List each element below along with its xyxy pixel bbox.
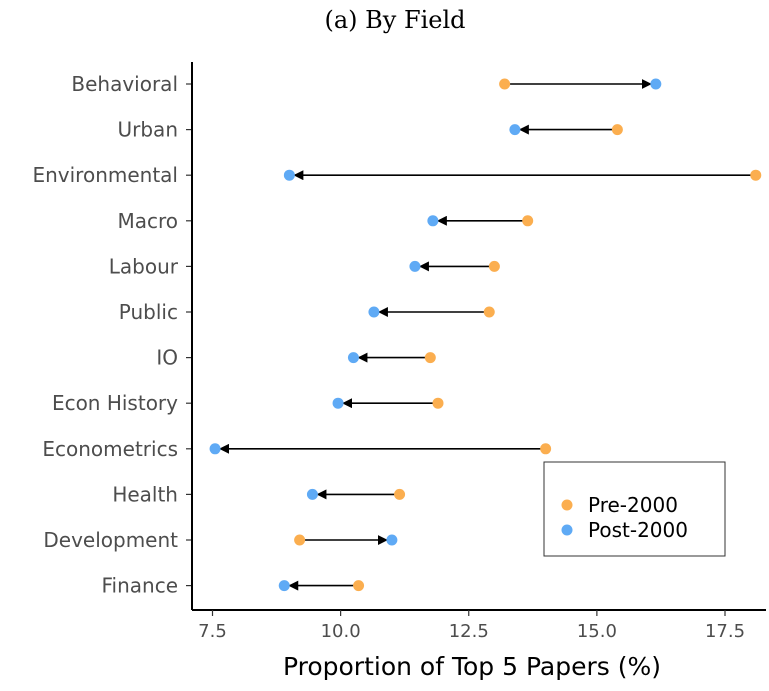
legend-label-pre-2000: Pre-2000: [588, 493, 678, 517]
y-tick-label: Econ History: [52, 391, 178, 415]
point-post-2000-environmental: [283, 169, 295, 181]
point-pre-2000-io: [424, 352, 436, 364]
point-pre-2000-development: [294, 534, 306, 546]
y-tick-label: Health: [112, 482, 178, 506]
legend-box: [543, 461, 726, 557]
point-post-2000-urban: [509, 124, 521, 136]
y-tick-label: Macro: [117, 209, 178, 233]
y-tick-label: Behavioral: [71, 72, 178, 96]
point-post-2000-public: [368, 306, 380, 318]
point-pre-2000-health: [394, 488, 406, 500]
x-tick-label: 17.5: [705, 621, 745, 642]
chart-title: (a) By Field: [324, 6, 465, 34]
point-pre-2000-macro: [522, 215, 534, 227]
point-pre-2000-finance: [353, 580, 365, 592]
x-axis-label: Proportion of Top 5 Papers (%): [283, 652, 661, 681]
y-tick-label: Labour: [109, 254, 179, 278]
y-tick-label: Econometrics: [42, 437, 178, 461]
plot-area: [209, 78, 762, 592]
point-pre-2000-behavioral: [499, 78, 511, 90]
point-pre-2000-environmental: [750, 169, 762, 181]
point-post-2000-labour: [409, 260, 421, 272]
y-tick-label: Finance: [101, 574, 178, 598]
y-tick-label: Environmental: [32, 163, 178, 187]
legend-swatch-post-2000: [561, 524, 573, 536]
point-post-2000-finance: [278, 580, 290, 592]
point-post-2000-econometrics: [209, 443, 221, 455]
point-post-2000-health: [306, 488, 318, 500]
point-pre-2000-econ-history: [432, 397, 444, 409]
y-tick-label: IO: [156, 346, 178, 370]
point-pre-2000-econometrics: [540, 443, 552, 455]
x-tick-label: 7.5: [198, 621, 227, 642]
legend-label-post-2000: Post-2000: [588, 518, 688, 542]
point-pre-2000-urban: [611, 124, 623, 136]
y-tick-label: Urban: [118, 118, 179, 142]
legend-swatch-pre-2000: [561, 499, 573, 511]
point-post-2000-io: [347, 352, 359, 364]
point-post-2000-econ-history: [332, 397, 344, 409]
point-post-2000-behavioral: [650, 78, 662, 90]
y-tick-label: Public: [119, 300, 178, 324]
x-tick-label: 12.5: [449, 621, 489, 642]
point-post-2000-macro: [427, 215, 439, 227]
point-pre-2000-labour: [488, 260, 500, 272]
point-post-2000-development: [386, 534, 398, 546]
x-axis: 7.5 10.0 12.5 15.0 17.5: [192, 609, 766, 642]
y-axis: Behavioral Urban Environmental Macro Labour P…: [32, 62, 193, 610]
x-tick-label: 10.0: [321, 621, 361, 642]
point-pre-2000-public: [483, 306, 495, 318]
x-tick-label: 15.0: [577, 621, 617, 642]
y-tick-label: Development: [43, 528, 178, 552]
